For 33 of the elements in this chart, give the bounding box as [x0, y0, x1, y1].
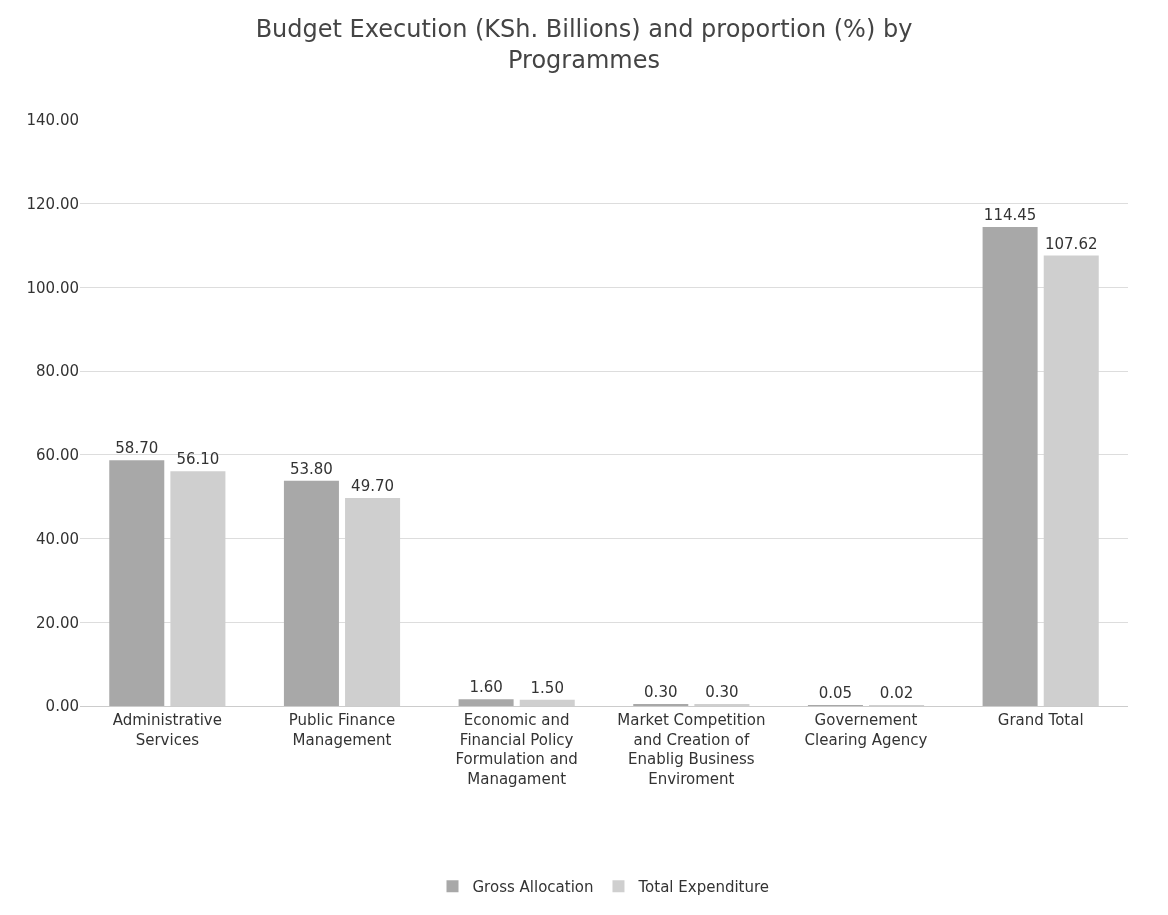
- y-tick-label: 80.00: [36, 362, 79, 381]
- data-label: 1.50: [530, 678, 564, 697]
- legend-label: Gross Allocation: [472, 878, 594, 897]
- data-label: 1.60: [469, 678, 503, 697]
- bar: [283, 480, 339, 706]
- y-tick-label: 60.00: [36, 446, 79, 465]
- y-tick-label: 140.00: [26, 111, 79, 130]
- legend-label: Total Expenditure: [637, 878, 770, 897]
- bar: [982, 226, 1038, 706]
- x-tick-label: Public Finance Management: [288, 711, 396, 749]
- data-label: 0.30: [705, 683, 739, 701]
- data-label: 107.62: [1044, 234, 1098, 253]
- y-tick-label: 120.00: [26, 194, 79, 213]
- data-label: 56.10: [176, 450, 220, 469]
- data-label: 114.45: [983, 205, 1037, 224]
- x-tick-label: Grand Total: [997, 711, 1084, 729]
- y-tick-label: 40.00: [36, 529, 79, 548]
- data-label: 49.70: [351, 476, 395, 495]
- data-label: 58.70: [115, 439, 159, 458]
- bar: [109, 460, 165, 706]
- data-label: 53.80: [289, 459, 333, 478]
- x-tick-label: Governement Clearing Agency: [804, 711, 928, 749]
- y-tick-label: 100.00: [26, 278, 79, 297]
- data-label: 0.05: [818, 684, 853, 702]
- data-label: 0.02: [879, 684, 914, 702]
- x-tick-label: Administrative Services: [112, 711, 222, 749]
- x-tick-label: Economic and Financial Policy Formulation and Managament: [455, 711, 578, 788]
- bar: [458, 699, 514, 706]
- y-tick-label: 20.00: [36, 613, 79, 632]
- y-tick-label: 0.00: [45, 697, 79, 716]
- x-tick-label: Market Competition and Creation of Enablig Business Enviroment: [617, 711, 766, 788]
- data-label: 0.30: [644, 683, 678, 701]
- chart-title: Budget Execution (KSh. Billions) and proportion (%) by Programmes: [255, 14, 913, 74]
